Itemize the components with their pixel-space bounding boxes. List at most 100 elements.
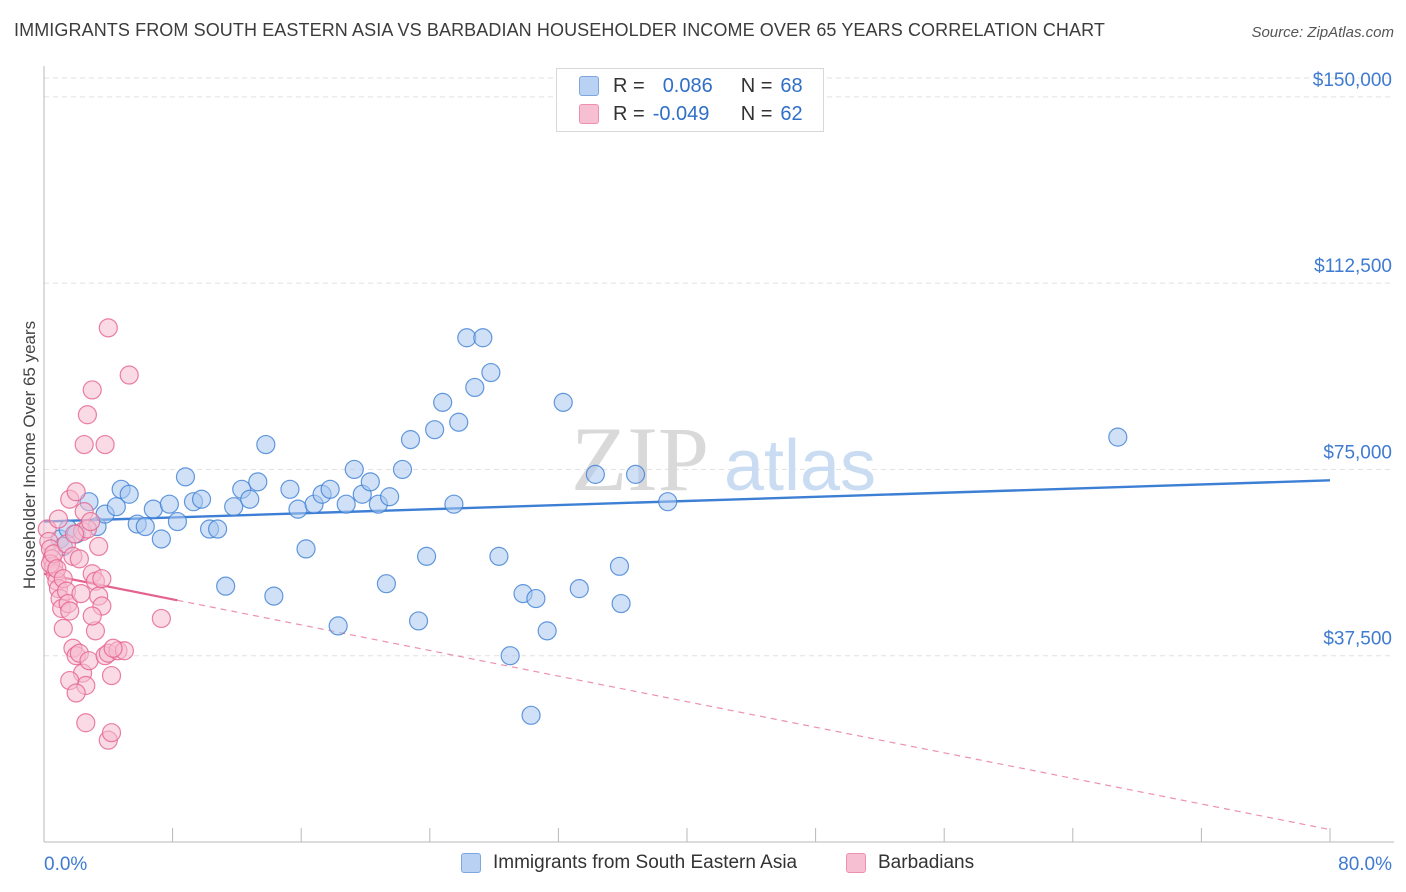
- x-tick-label-max: 80.0%: [1338, 854, 1392, 875]
- point-sea: [106, 497, 126, 517]
- point-barbadian: [69, 549, 89, 569]
- point-sea: [537, 621, 557, 641]
- legend-r-label: R =: [613, 74, 645, 97]
- point-sea: [521, 705, 541, 725]
- chart-title: IMMIGRANTS FROM SOUTH EASTERN ASIA VS BA…: [14, 20, 1105, 40]
- point-sea: [416, 546, 437, 566]
- point-barbadian: [77, 405, 98, 425]
- legend-row-pink: R = -0.049 N = 62: [579, 101, 803, 127]
- legend-n-label: N =: [740, 102, 773, 125]
- data-points: [37, 318, 1128, 750]
- point-sea: [336, 494, 356, 514]
- point-sea: [320, 479, 340, 499]
- point-sea: [585, 464, 605, 484]
- point-barbadian: [60, 601, 80, 621]
- point-sea: [625, 464, 646, 484]
- legend-blue-r: 0.086: [662, 74, 713, 97]
- point-sea: [457, 328, 477, 348]
- point-sea: [216, 576, 236, 596]
- point-sea: [240, 489, 260, 509]
- point-sea: [328, 616, 348, 636]
- point-barbadian: [79, 651, 99, 671]
- point-sea: [380, 487, 400, 507]
- watermark-atlas: atlas: [724, 426, 876, 506]
- series-swatch-blue: [461, 853, 481, 873]
- legend-swatch-blue: [579, 76, 599, 96]
- point-barbadian: [82, 380, 102, 400]
- correlation-legend: R = 0.086 N = 68 R = -0.049 N = 62: [556, 68, 824, 132]
- series-swatch-pink: [846, 853, 866, 873]
- x-tick-label-min: 0.0%: [44, 854, 87, 875]
- point-barbadian: [101, 723, 122, 743]
- legend-swatch-pink: [579, 104, 599, 124]
- trend-line-pink-dashed: [177, 599, 1331, 831]
- point-sea: [159, 494, 179, 514]
- point-sea: [344, 459, 364, 480]
- point-sea: [500, 646, 520, 666]
- trend-lines: [43, 479, 1331, 831]
- legend-n-label: N =: [740, 74, 773, 97]
- y-tick-label: $75,000: [1323, 442, 1392, 463]
- point-sea: [224, 497, 244, 517]
- point-sea: [280, 479, 300, 499]
- point-sea: [433, 392, 453, 412]
- point-sea: [248, 472, 268, 492]
- series-label-pink: Barbadians: [878, 852, 975, 873]
- point-sea: [360, 472, 380, 492]
- point-sea: [473, 328, 493, 348]
- point-barbadian: [98, 318, 118, 338]
- point-sea: [135, 516, 155, 537]
- point-barbadian: [74, 434, 94, 455]
- series-legend: Immigrants from South Eastern Asia Barba…: [0, 852, 1406, 878]
- legend-row-blue: R = 0.086 N = 68: [579, 73, 803, 99]
- point-sea: [208, 519, 228, 539]
- point-sea: [1108, 427, 1128, 447]
- point-sea: [465, 377, 485, 398]
- point-barbadian: [53, 618, 73, 638]
- point-sea: [444, 494, 464, 514]
- y-axis-label: Householder Income Over 65 years: [20, 320, 39, 590]
- point-sea: [296, 539, 316, 559]
- point-sea: [191, 489, 212, 509]
- point-sea: [553, 392, 573, 412]
- point-barbadian: [66, 683, 86, 703]
- point-sea: [425, 420, 445, 440]
- point-sea: [400, 430, 421, 450]
- grid-lines: [44, 77, 1394, 657]
- point-sea: [119, 484, 139, 504]
- point-sea: [658, 492, 678, 512]
- tick-labels: $37,500 $75,000 $112,500 $150,000 0.0% 80.0%: [44, 70, 1392, 875]
- trend-line-blue: [43, 479, 1331, 523]
- point-sea: [449, 412, 469, 432]
- point-barbadian: [92, 569, 112, 589]
- axes: [43, 66, 1394, 843]
- legend-r-label: R =: [613, 102, 645, 125]
- point-barbadian: [101, 665, 122, 686]
- point-barbadian: [66, 482, 86, 502]
- legend-pink-n: 62: [780, 102, 803, 125]
- point-barbadian: [82, 606, 102, 626]
- point-barbadian: [48, 509, 69, 529]
- point-sea: [151, 529, 171, 549]
- watermark-zip: ZIP: [571, 408, 709, 510]
- point-sea: [611, 593, 631, 614]
- y-tick-label: $150,000: [1313, 70, 1392, 91]
- point-sea: [256, 434, 276, 455]
- point-sea: [175, 467, 196, 487]
- point-sea: [609, 556, 630, 576]
- point-barbadian: [64, 524, 85, 544]
- source-credit: Source: ZipAtlas.com: [1251, 24, 1394, 41]
- point-barbadian: [95, 434, 115, 455]
- series-legend-blue: Immigrants from South Eastern Asia: [461, 852, 797, 874]
- point-sea: [408, 611, 429, 631]
- series-legend-pink: Barbadians: [846, 852, 974, 874]
- point-sea: [392, 459, 413, 480]
- point-barbadian: [71, 584, 91, 604]
- point-sea: [376, 574, 396, 594]
- point-sea: [526, 588, 546, 609]
- point-sea: [569, 579, 589, 599]
- point-sea: [288, 499, 308, 519]
- point-sea: [143, 499, 163, 519]
- point-barbadian: [151, 608, 171, 629]
